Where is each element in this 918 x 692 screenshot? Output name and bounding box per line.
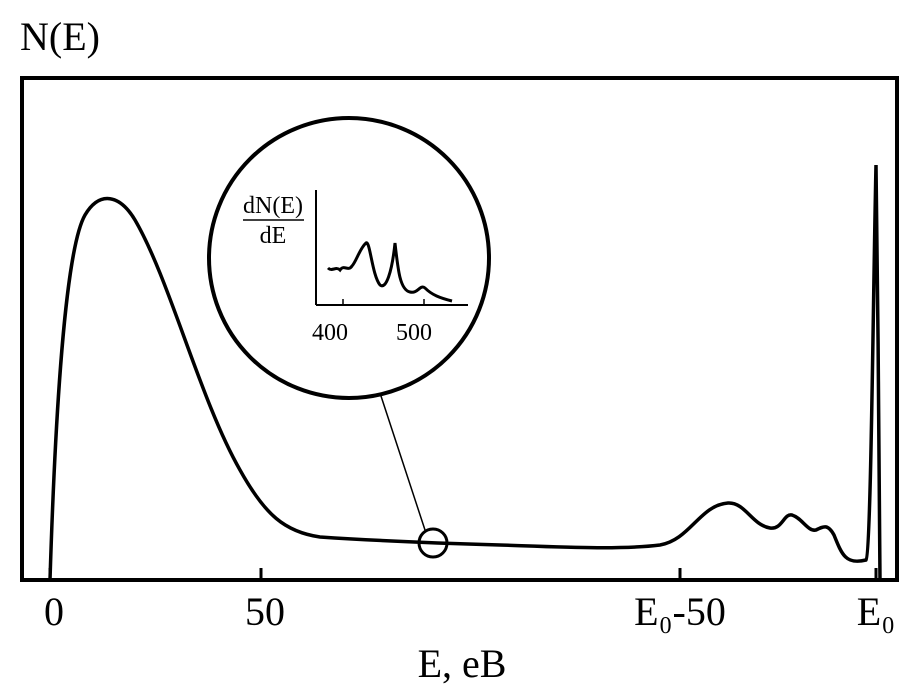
x-tick-label: E₀ — [857, 589, 895, 634]
inset-curve — [326, 241, 453, 303]
inset-x-tick-label: 400 — [312, 320, 348, 346]
inset-y-label-denominator: dE — [260, 223, 287, 249]
x-tick-label: 50 — [245, 589, 285, 634]
x-tick-label: 0 — [44, 589, 64, 634]
inset-y-label-numerator: dN(E) — [243, 193, 303, 219]
magnifier-circle — [207, 116, 491, 400]
plot-frame — [20, 76, 899, 582]
y-axis-label: N(E) — [20, 14, 100, 59]
spectrum-curve — [48, 164, 882, 581]
x-tick-label: E₀-50 — [634, 589, 726, 634]
zoom-pointer — [379, 392, 426, 531]
zoom-region — [417, 527, 449, 559]
inset-x-tick-label: 500 — [396, 320, 432, 346]
x-axis-label: E, eB — [418, 641, 507, 686]
